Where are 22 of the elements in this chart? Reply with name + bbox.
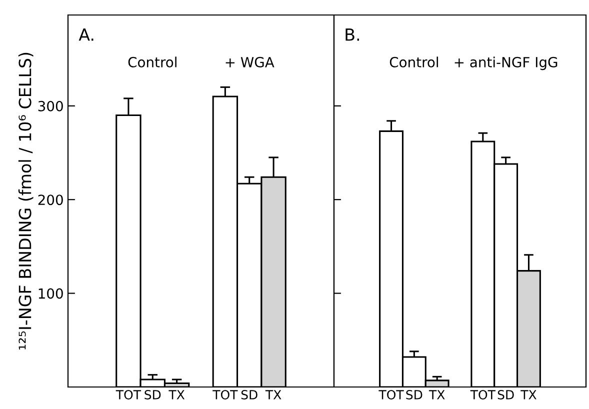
x-tick-label: TOT <box>470 390 496 400</box>
annotation: Control <box>390 56 438 68</box>
annotation: + anti-NGF IgG <box>454 56 558 70</box>
x-tick-label: SD <box>144 390 161 400</box>
y-tick-label: 200 <box>38 194 63 206</box>
x-tick-label: TX <box>265 390 282 400</box>
text: B. <box>346 28 360 41</box>
annotation: + WGA <box>226 56 274 68</box>
x-tick-label: TOT <box>212 390 238 400</box>
x-tick-label: TX <box>168 390 185 400</box>
annotation: Control <box>128 56 176 68</box>
text: A. <box>78 28 94 41</box>
y-tick-label: 300 <box>38 100 63 112</box>
x-tick-label: TOT <box>378 390 404 400</box>
x-tick-label: TOT <box>116 390 142 400</box>
x-tick-label: TX <box>520 390 536 400</box>
x-tick-label: SD <box>241 390 258 400</box>
x-tick-label: SD <box>406 390 422 400</box>
x-tick-label: SD <box>498 390 514 400</box>
x-tick-label: TX <box>428 390 445 400</box>
y-tick-label: 100 <box>38 288 63 299</box>
y-axis-title: ¹²⁵I-NGF BINDING (fmol / 10⁶ CELLS) <box>18 52 34 350</box>
